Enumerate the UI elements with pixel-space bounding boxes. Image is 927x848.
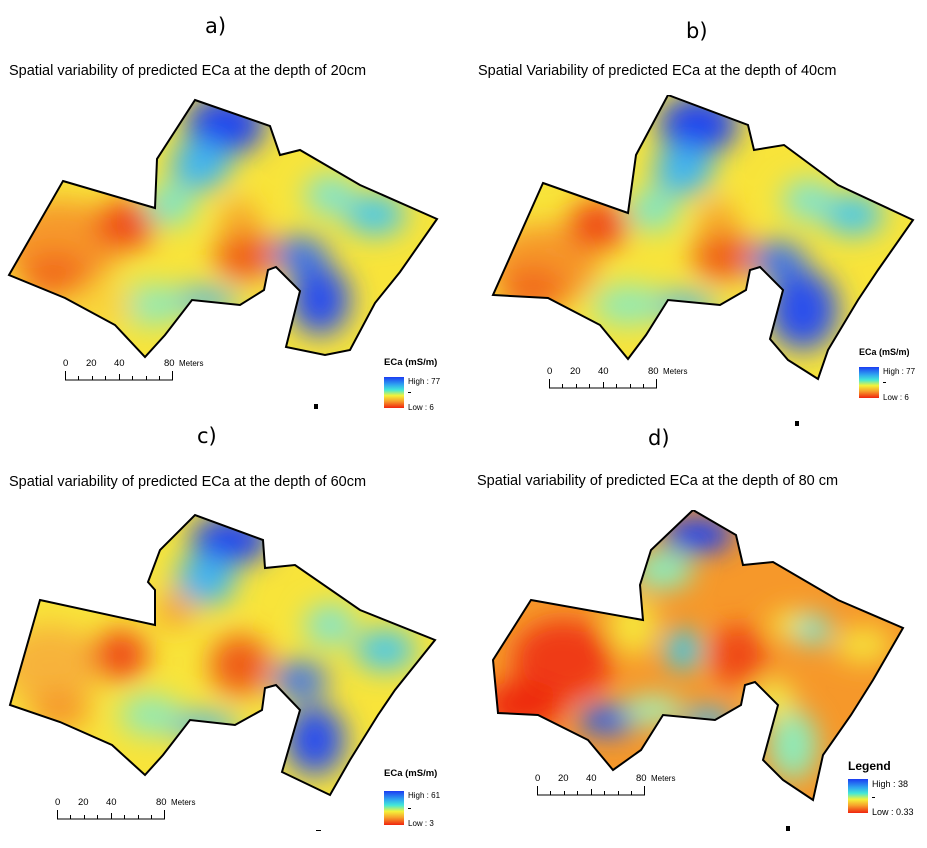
legend-low: Low : 3 xyxy=(408,819,434,828)
panel-title: Spatial variability of predicted ECa at … xyxy=(9,63,367,79)
legend-high: High : 38 xyxy=(872,779,909,789)
color-ramp xyxy=(384,377,404,408)
panel-title: Spatial variability of predicted ECa at … xyxy=(477,473,839,489)
scale-tick-label: 20 xyxy=(558,773,569,784)
panel-title: Spatial Variability of predicted ECa at … xyxy=(478,63,837,79)
scale-ruler xyxy=(57,810,165,820)
panel-label: c) xyxy=(197,424,217,448)
scale-ruler xyxy=(537,786,645,796)
scale-ruler xyxy=(65,371,173,381)
legend-title: ECa (mS/m) xyxy=(859,347,910,357)
legend-high: High : 77 xyxy=(408,377,441,386)
scale-bar: 0 20 40 80 Meters xyxy=(62,358,262,388)
scale-tick-label: 40 xyxy=(586,773,597,784)
scale-tick-label: 80 xyxy=(156,797,167,808)
scale-tick-label: 20 xyxy=(570,366,581,377)
scale-unit: Meters xyxy=(651,774,676,783)
scale-tick-label: 0 xyxy=(63,358,69,369)
scale-unit: Meters xyxy=(663,367,688,376)
marker-dot xyxy=(786,826,790,831)
map-legend: ECa (mS/m) High : 77 Low : 6 xyxy=(859,347,927,427)
ec-map xyxy=(8,513,437,797)
field-boundary xyxy=(491,95,915,381)
scale-tick-label: 0 xyxy=(547,366,553,377)
scale-unit: Meters xyxy=(171,798,196,807)
legend-title: ECa (mS/m) xyxy=(384,357,438,368)
panel-a: a) Spatial variability of predicted ECa … xyxy=(0,0,460,420)
ec-surface xyxy=(493,95,913,379)
field-boundary xyxy=(491,510,905,802)
scale-tick-label: 20 xyxy=(78,797,89,808)
legend-low: Low : 0.33 xyxy=(872,807,914,817)
color-ramp xyxy=(859,367,879,398)
ec-surface xyxy=(10,515,435,795)
panel-label: d) xyxy=(648,426,670,450)
scale-tick-label: 20 xyxy=(86,358,97,369)
legend-mid-tick xyxy=(408,392,411,393)
scale-tick-label: 40 xyxy=(598,366,609,377)
legend-title: ECa (mS/m) xyxy=(384,768,438,779)
ec-surface xyxy=(9,100,437,357)
scale-tick-label: 80 xyxy=(648,366,659,377)
map-legend: Legend High : 38 Low : 0.33 xyxy=(848,759,927,839)
panel-d: d) Spatial variability of predicted ECa … xyxy=(463,420,927,837)
legend-high: High : 77 xyxy=(883,367,916,376)
panel-c: c) Spatial variability of predicted ECa … xyxy=(0,420,460,837)
scale-bar: 0 20 40 80 Meters xyxy=(546,366,746,396)
map-legend: ECa (mS/m) High : 61 Low : 3 xyxy=(384,768,494,848)
legend-mid-tick xyxy=(883,382,886,383)
color-ramp xyxy=(848,779,868,813)
marker-dot xyxy=(795,421,799,426)
legend-mid-tick xyxy=(408,808,411,809)
scale-tick-label: 80 xyxy=(164,358,175,369)
scale-ruler xyxy=(549,379,657,389)
ec-map xyxy=(7,98,439,359)
legend-mid-tick xyxy=(872,797,875,798)
legend-low: Low : 6 xyxy=(408,403,434,412)
scale-tick-label: 40 xyxy=(114,358,125,369)
panel-label: a) xyxy=(205,14,227,38)
field-boundary xyxy=(8,513,437,797)
panel-title: Spatial variability of predicted ECa at … xyxy=(9,474,367,490)
marker-dot xyxy=(314,404,318,409)
ec-map xyxy=(491,510,905,802)
scale-tick-label: 80 xyxy=(636,773,647,784)
scale-bar: 0 20 40 80 Meters xyxy=(534,773,734,803)
legend-low: Low : 6 xyxy=(883,393,909,402)
scale-unit: Meters xyxy=(179,359,204,368)
legend-high: High : 61 xyxy=(408,791,441,800)
panel-b: b) Spatial Variability of predicted ECa … xyxy=(463,0,927,426)
ec-map xyxy=(491,95,915,381)
field-boundary xyxy=(7,98,439,359)
marker-dot xyxy=(316,830,321,831)
map-legend: ECa (mS/m) High : 77 Low : 6 xyxy=(384,357,494,437)
scale-bar: 0 20 40 80 Meters xyxy=(54,797,254,827)
panel-label: b) xyxy=(686,19,708,43)
color-ramp xyxy=(384,791,404,825)
scale-tick-label: 0 xyxy=(55,797,61,808)
legend-title: Legend xyxy=(848,759,891,773)
scale-tick-label: 0 xyxy=(535,773,541,784)
scale-tick-label: 40 xyxy=(106,797,117,808)
